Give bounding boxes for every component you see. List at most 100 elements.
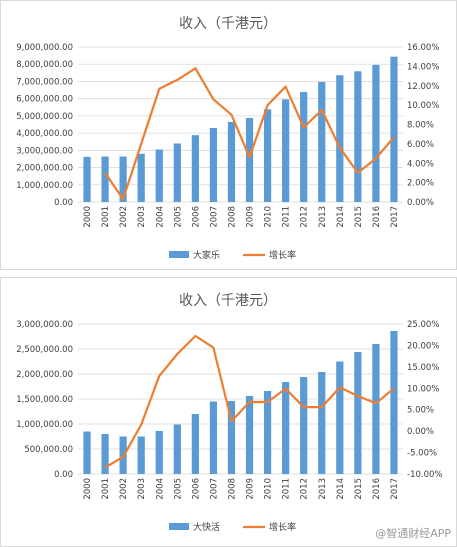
y-left-tick-label: 2,500,000.00: [16, 345, 73, 355]
bar-2008: [227, 121, 236, 202]
bar-2015: [354, 352, 362, 474]
y-right-tick-label: 20.00%: [407, 341, 439, 351]
bar-2014: [336, 361, 344, 474]
x-tick-label: 2004: [155, 478, 165, 500]
x-tick-label: 2009: [246, 206, 256, 228]
revenue-chart-panel-fairwood: 收入（千港元） 0.00 500,000.00 1,000,000.00 1,500,0…: [0, 277, 457, 547]
bar-2011: [282, 99, 290, 202]
y-left-tick-label: 5,000,000.00: [16, 112, 73, 122]
bar-2012: [300, 91, 308, 202]
x-tick-label: 2002: [119, 478, 129, 500]
y-right-tick-label: 0.00%: [407, 427, 434, 437]
bar-2010: [263, 109, 272, 202]
bar-2008: [227, 401, 236, 474]
x-tick-label: 2008: [227, 478, 237, 500]
x-tick-label: 2004: [155, 206, 165, 228]
x-tick-label: 2005: [173, 478, 183, 500]
bar-2001: [101, 156, 109, 202]
y-left-tick-label: 1,000,000.00: [16, 420, 73, 430]
x-tick-label: 2016: [372, 478, 382, 500]
y-left-tick-label: 7,000,000.00: [16, 77, 73, 87]
x-tick-label: 2013: [318, 206, 328, 228]
bar-2011: [282, 382, 290, 474]
bar-2017: [390, 331, 398, 474]
watermark: @智通财经APP: [375, 527, 451, 540]
x-tick-label: 2000: [83, 478, 93, 500]
bar-2006: [191, 135, 199, 202]
x-tick-label: 2002: [119, 206, 129, 228]
y-left-tick-label: 4,000,000.00: [16, 129, 73, 139]
chart-title: 收入（千港元）: [179, 16, 277, 32]
bar-2012: [300, 377, 308, 474]
x-tick-label: 2003: [137, 478, 147, 500]
x-tick-label: 2017: [390, 478, 400, 500]
legend-swatch-bar: [169, 523, 189, 530]
bar-2000: [83, 156, 91, 202]
bar-2004: [155, 431, 163, 474]
y-right-tick-label: 8.00%: [407, 121, 434, 131]
y-right-tick-label: 15.00%: [407, 363, 439, 373]
bar-2009: [245, 396, 254, 474]
y-right-tick-label: 12.00%: [407, 82, 439, 92]
x-tick-label: 2007: [209, 478, 219, 500]
growth-rate-line: [104, 67, 395, 201]
bar-2014: [336, 75, 344, 202]
x-tick-label: 2015: [354, 478, 364, 500]
y-right-tick-label: 10.00%: [407, 384, 439, 394]
x-tick-label: 2001: [101, 206, 111, 228]
y-left-tick-label: 3,000,000.00: [16, 320, 73, 330]
bar-2015: [354, 71, 362, 203]
x-tick-label: 2005: [173, 206, 183, 228]
y-left-tick-label: 1,000,000.00: [16, 181, 73, 191]
y-right-tick-label: 4.00%: [407, 159, 434, 169]
y-right-tick-label: 10.00%: [407, 101, 439, 111]
x-tick-label: 2011: [282, 478, 292, 500]
x-tick-label: 2011: [282, 206, 292, 228]
legend-label-bar: 大家乐: [193, 249, 220, 261]
x-tick-label: 2012: [300, 206, 310, 228]
y-right-tick-label: 16.00%: [407, 43, 439, 53]
y-right-tick-label: 14.00%: [407, 62, 439, 72]
x-tick-label: 2000: [83, 206, 93, 228]
y-left-tick-label: 9,000,000.00: [16, 43, 73, 53]
y-left-tick-label: 0.00: [54, 470, 73, 480]
bar-2001: [101, 434, 109, 474]
x-tick-label: 2012: [300, 478, 310, 500]
bar-2006: [191, 414, 199, 474]
y-right-tick-label: 0.00%: [407, 198, 434, 208]
bar-2017: [390, 56, 398, 203]
x-tick-label: 2007: [209, 206, 219, 228]
y-right-tick-label: 5.00%: [407, 406, 434, 416]
x-tick-label: 2015: [354, 206, 364, 228]
legend-label-line: 增长率: [269, 249, 296, 261]
y-left-tick-label: 6,000,000.00: [16, 95, 73, 105]
revenue-chart-panel-cafe-de-coral: 收入（千港元） 0.00 1,000,000.00 2,000,000.00 3,000…: [0, 0, 457, 270]
x-tick-label: 2016: [372, 206, 382, 228]
bar-2013: [318, 372, 326, 474]
bar-2007: [209, 127, 218, 202]
chart-svg: 收入（千港元） 0.00 500,000.00 1,000,000.00 1,500,0…: [16, 293, 442, 533]
y-left-tick-label: 2,000,000.00: [16, 370, 73, 380]
x-tick-label: 2014: [336, 206, 346, 228]
bar-2003: [137, 153, 145, 202]
y-left-tick-label: 1,500,000.00: [16, 395, 73, 405]
bar-2007: [209, 401, 218, 474]
chart-svg: 收入（千港元） 0.00 1,000,000.00 2,000,000.00 3,000…: [16, 16, 439, 261]
x-tick-label: 2014: [336, 478, 346, 500]
bar-2004: [155, 149, 163, 202]
x-tick-label: 2003: [137, 206, 147, 228]
legend-label-bar: 大快活: [193, 521, 220, 533]
bar-2016: [372, 344, 380, 474]
y-left-tick-label: 0.00: [54, 198, 73, 208]
y-right-tick-label: 25.00%: [407, 320, 439, 330]
y-right-tick-label: -5.00%: [407, 449, 437, 459]
bar-2002: [119, 156, 127, 202]
growth-rate-line: [104, 334, 395, 469]
chart-title: 收入（千港元）: [179, 293, 277, 309]
y-left-tick-label: 500,000.00: [24, 445, 73, 455]
bar-2000: [83, 431, 91, 474]
y-right-tick-label: 2.00%: [407, 179, 434, 189]
y-left-tick-label: 3,000,000.00: [16, 146, 73, 156]
bar-2010: [263, 391, 272, 474]
x-tick-label: 2010: [264, 206, 274, 228]
